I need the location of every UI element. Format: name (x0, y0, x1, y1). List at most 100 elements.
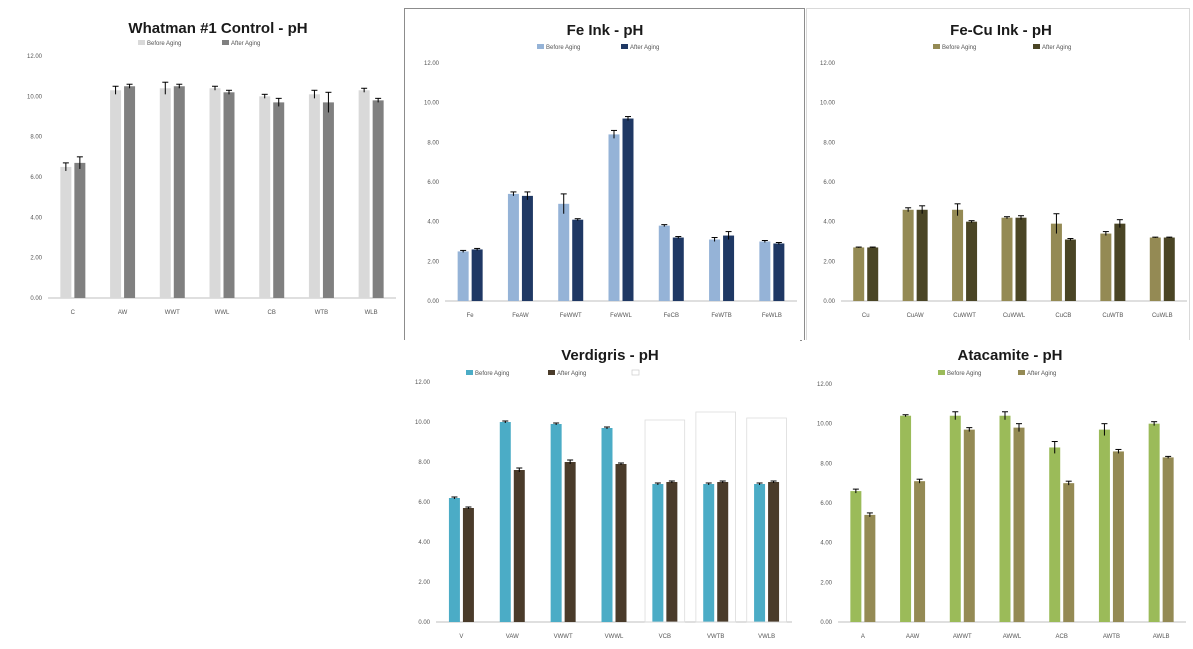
x-tick-label: FeAW (512, 313, 529, 319)
y-tick-label: 12.00 (820, 61, 836, 67)
bar (1112, 451, 1124, 622)
bar (652, 484, 664, 622)
bar (173, 86, 185, 298)
y-tick-label: 4.00 (427, 220, 439, 226)
bar (60, 166, 72, 298)
legend-swatch-after (1033, 44, 1040, 49)
bar (1163, 237, 1175, 301)
x-tick-label: AWWL (1003, 634, 1022, 640)
chart-svg-fecu: Fe-Cu Ink - pH Before Aging After Aging … (820, 22, 1187, 319)
bar (558, 203, 570, 301)
bar (1063, 483, 1075, 622)
x-tick-label: AWLB (1153, 634, 1170, 640)
bar (457, 251, 469, 301)
x-tick-label: WTB (315, 310, 328, 316)
bar (471, 249, 483, 301)
bar (308, 94, 320, 298)
bar (709, 239, 721, 301)
legend: Before Aging After Aging (938, 370, 1056, 377)
plot-area: 0.00 2.00 4.00 6.00 8.00 10.00 12.00 C AW WWT WWL C… (27, 54, 396, 316)
bar (658, 225, 670, 301)
bar (448, 498, 460, 622)
x-tick-label: VWTB (707, 634, 724, 640)
y-tick-label: 4.00 (820, 541, 832, 547)
y-tick-label: 10.00 (820, 101, 836, 107)
x-tick-label: Cu (862, 313, 870, 319)
x-tick-label: FeWTB (711, 313, 731, 319)
legend-swatch-after (222, 40, 229, 45)
bar (867, 247, 879, 301)
x-tick-label: AAW (906, 634, 920, 640)
bar (850, 491, 862, 622)
x-tick-label: FeWLB (762, 313, 782, 319)
x-tick-label: AWTB (1103, 634, 1120, 640)
y-tick-label: 2.00 (823, 259, 835, 265)
bar (1050, 223, 1062, 301)
y-tick-label: 2.00 (30, 256, 42, 262)
y-tick-label: 6.00 (427, 180, 439, 186)
bar (952, 209, 964, 301)
bar (124, 86, 136, 298)
bar (916, 209, 928, 301)
y-tick-label: 0.00 (427, 299, 439, 305)
bar (1100, 233, 1112, 301)
bar (209, 88, 221, 299)
bar (1064, 239, 1076, 301)
bar (499, 422, 511, 622)
legend-swatch-third (631, 369, 640, 376)
bar (1015, 217, 1027, 301)
bar (759, 241, 771, 301)
legend-label-after: After Aging (231, 41, 260, 47)
plot-area: 0.00 2.00 4.00 6.00 8.00 10.00 12.00 Fe FeAW FeWW… (424, 61, 797, 319)
legend-label-after: After Aging (557, 371, 586, 377)
legend-label-before: Before Aging (147, 41, 181, 47)
bar (703, 484, 715, 622)
bar (754, 484, 766, 622)
bar (507, 193, 519, 301)
bar (601, 428, 613, 622)
bar (864, 514, 876, 622)
y-tick-label: 8.00 (30, 135, 42, 141)
y-tick-label: 2.00 (418, 580, 430, 586)
x-tick-label: ACB (1056, 634, 1068, 640)
y-tick-label: 8.00 (418, 460, 430, 466)
bar (1098, 429, 1110, 622)
bar (1049, 447, 1061, 622)
chart-title: Fe Ink - pH (567, 22, 644, 39)
chart-svg-fe: Fe Ink - pH Before Aging After Aging 0.0… (424, 22, 797, 319)
bar (666, 482, 678, 622)
chart-title: Atacamite - pH (957, 347, 1062, 364)
legend-swatch-after (1018, 370, 1025, 375)
y-tick-label: 8.00 (820, 461, 832, 467)
bar (159, 88, 171, 299)
chart-panel-verdigris: Verdigris - pH Before Aging After Aging … (396, 340, 800, 646)
chart-panel-atacamite: Atacamite - pH Before Aging After Aging … (802, 340, 1192, 646)
y-tick-label: 4.00 (418, 540, 430, 546)
chart-panel-whatman: Whatman #1 Control - pH Before Aging Aft… (4, 6, 398, 336)
legend: Before Aging After Aging (537, 44, 659, 51)
bar (949, 415, 961, 622)
bar (966, 221, 978, 301)
bar (717, 482, 729, 622)
bar (853, 247, 865, 301)
bar (1013, 427, 1025, 622)
legend-swatch-after (621, 44, 628, 49)
bar (1148, 423, 1160, 622)
y-tick-label: 6.00 (418, 500, 430, 506)
x-tick-label: WLB (365, 310, 378, 316)
bar-outline (695, 411, 736, 623)
bar (1114, 223, 1126, 301)
y-tick-label: 10.00 (27, 94, 43, 100)
bar (900, 415, 912, 622)
x-tick-label: Fe (467, 313, 475, 319)
x-tick-label: FeWWT (560, 313, 582, 319)
legend-label-after: After Aging (1042, 45, 1071, 51)
y-tick-label: 10.00 (817, 422, 833, 428)
bar (572, 219, 584, 301)
y-tick-label: 6.00 (820, 501, 832, 507)
x-tick-label: VAW (506, 634, 519, 640)
x-tick-label: WWT (165, 310, 180, 316)
bar (372, 100, 384, 298)
bar (513, 470, 525, 622)
bar (223, 92, 235, 298)
